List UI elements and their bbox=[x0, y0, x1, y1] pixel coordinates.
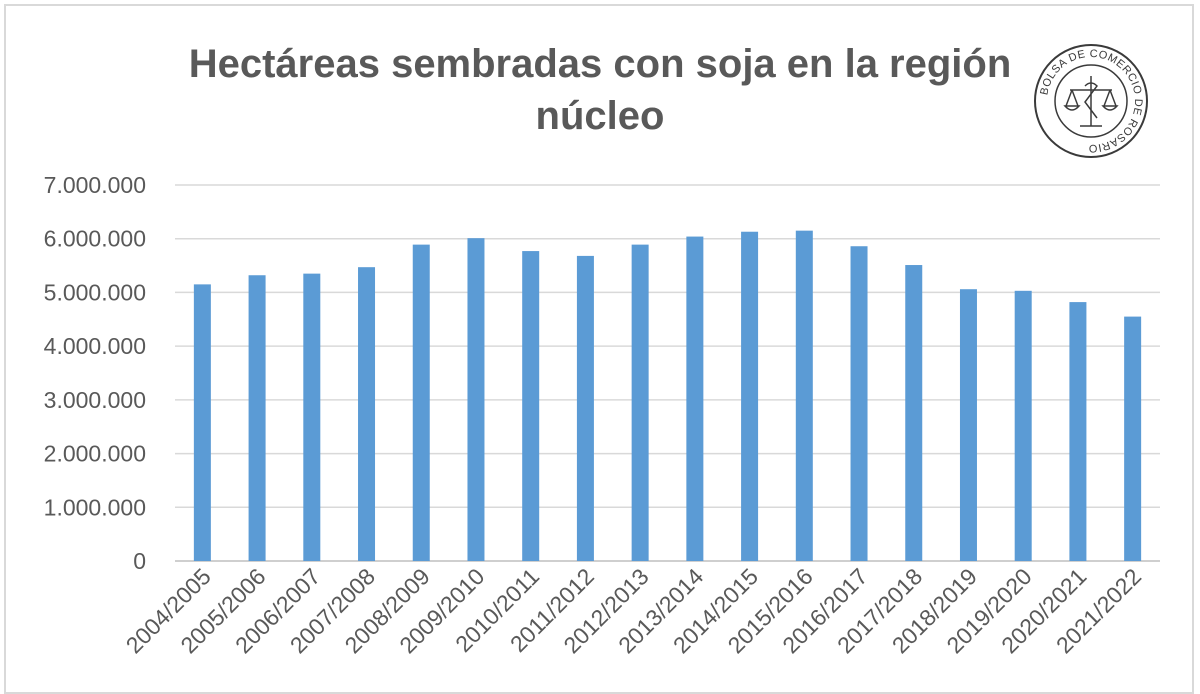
bar bbox=[303, 273, 321, 561]
bar bbox=[631, 244, 649, 561]
bar bbox=[467, 238, 485, 562]
bar bbox=[248, 275, 266, 561]
scales-icon bbox=[1063, 76, 1119, 127]
bar bbox=[959, 289, 977, 561]
bar bbox=[905, 265, 923, 561]
bar-chart: 0 1.000.000 2.000.000 3.000.000 4.000.000 5.0… bbox=[44, 172, 1160, 658]
bar bbox=[522, 251, 540, 561]
y-tick-label: 7.000.000 bbox=[44, 172, 146, 198]
bar bbox=[686, 236, 704, 561]
y-tick-label: 3.000.000 bbox=[44, 387, 146, 413]
bar bbox=[412, 244, 430, 561]
y-tick-label: 4.000.000 bbox=[44, 333, 146, 359]
y-tick-label: 1.000.000 bbox=[44, 494, 146, 520]
bar bbox=[358, 267, 376, 561]
y-tick-label: 2.000.000 bbox=[44, 441, 146, 467]
chart-title: Hectáreas sembradas con soja en la regió… bbox=[188, 42, 1012, 138]
bar bbox=[1124, 316, 1142, 561]
bolsa-de-comercio-logo: BOLSA DE COMERCIO DE ROSARIO bbox=[1034, 44, 1148, 158]
y-tick-label: 5.000.000 bbox=[44, 279, 146, 305]
bar bbox=[1014, 290, 1032, 561]
bar bbox=[193, 284, 211, 561]
bar bbox=[795, 230, 813, 561]
bar bbox=[1069, 302, 1087, 561]
bar bbox=[850, 246, 868, 561]
y-tick-label: 6.000.000 bbox=[44, 226, 146, 252]
bar bbox=[741, 231, 759, 561]
bar bbox=[576, 255, 594, 561]
y-tick-label: 0 bbox=[133, 548, 146, 574]
